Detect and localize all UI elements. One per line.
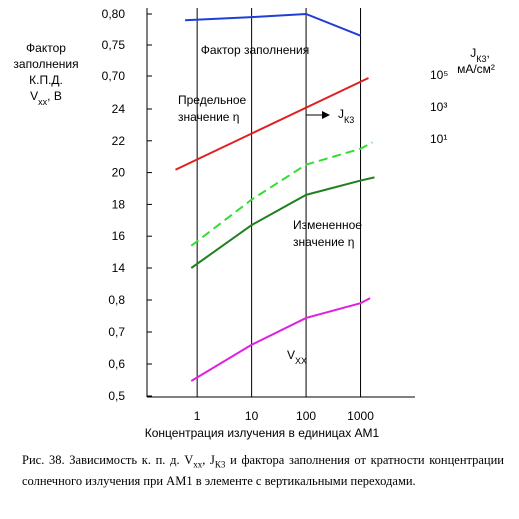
y-tick-label: 16 — [112, 229, 126, 243]
series-line — [185, 12, 361, 37]
caption-part: , J — [202, 453, 215, 467]
series-line — [190, 141, 373, 247]
annotation: Измененное — [293, 218, 362, 232]
caption-part: К3 — [214, 459, 226, 470]
x-axis-label: Концентрация излучения в единицах АМ1 — [145, 426, 380, 440]
subscript: ХХ — [295, 356, 307, 366]
series-line — [190, 297, 371, 382]
y2-axis-label: мА/см² — [457, 62, 495, 76]
annotation: Предельное — [178, 93, 247, 107]
y-tick-label: 24 — [112, 102, 126, 116]
text-part: , — [486, 46, 489, 60]
x-tick-label: 100 — [296, 409, 316, 423]
text-part: значение η — [293, 235, 354, 249]
y-tick-label: 18 — [112, 197, 126, 211]
text-part: J — [470, 46, 476, 60]
y-tick-label: 0,6 — [108, 357, 125, 371]
subscript: К3 — [476, 54, 486, 64]
y-tick-label: 20 — [112, 166, 126, 180]
y-axis-label: Фактор — [26, 41, 66, 55]
text-part: Предельное — [178, 93, 247, 107]
y2-tick-label: 10¹ — [430, 132, 447, 146]
annotation: значение η — [178, 110, 239, 124]
y-axis-label: К.П.Д. — [29, 73, 63, 87]
text-part: Измененное — [293, 218, 362, 232]
text-part: J — [338, 107, 344, 121]
y2-axis-label: JК3, — [470, 46, 490, 64]
annotation: VХХ — [287, 348, 307, 366]
text-part: , В — [47, 89, 62, 103]
caption: Рис. 38. Зависимость к. п. д. Vхх, JК3 и… — [22, 452, 504, 489]
subscript: К3 — [344, 115, 354, 125]
y-tick-label: 0,5 — [108, 389, 125, 403]
y-tick-label: 22 — [112, 134, 126, 148]
text-part: V — [287, 348, 295, 362]
y-tick-label: 14 — [112, 261, 126, 275]
annotation: Фактор заполнения — [201, 43, 309, 57]
text-part: значение η — [178, 110, 239, 124]
caption-part: и фактора заполнения от кратности концен… — [22, 453, 504, 488]
y-tick-label: 0,7 — [108, 325, 125, 339]
series-line — [175, 77, 369, 171]
x-tick-label: 1000 — [347, 409, 374, 423]
annotation: значение η — [293, 235, 354, 249]
y-tick-label: 0,80 — [102, 7, 126, 21]
y-axis-label: заполнения — [13, 57, 78, 71]
caption-part: хх — [193, 459, 203, 470]
chart: 1 10 100 1000 Концентрация излучения в едини… — [13, 7, 495, 440]
text-part: мА/см² — [457, 62, 495, 76]
text-part: Фактор — [26, 41, 66, 55]
y-tick-label: 0,8 — [108, 293, 125, 307]
y2-tick-label: 10⁵ — [430, 68, 448, 82]
y-axis-label: Vхх, В — [30, 89, 62, 107]
caption-part: Рис. 38. Зависимость к. п. д. V — [22, 453, 194, 467]
series-line — [190, 176, 375, 269]
y-tick-label: 0,70 — [102, 69, 126, 83]
y-tick-label: 0,75 — [102, 38, 126, 52]
x-tick-label: 10 — [245, 409, 259, 423]
x-tick-label: 1 — [194, 409, 201, 423]
subscript: хх — [38, 97, 48, 107]
y2-tick-label: 10³ — [430, 100, 447, 114]
annotation: JК3 — [338, 107, 354, 125]
text-part: заполнения — [13, 57, 78, 71]
text-part: Фактор заполнения — [201, 43, 309, 57]
text-part: V — [30, 89, 38, 103]
text-part: К.П.Д. — [29, 73, 63, 87]
